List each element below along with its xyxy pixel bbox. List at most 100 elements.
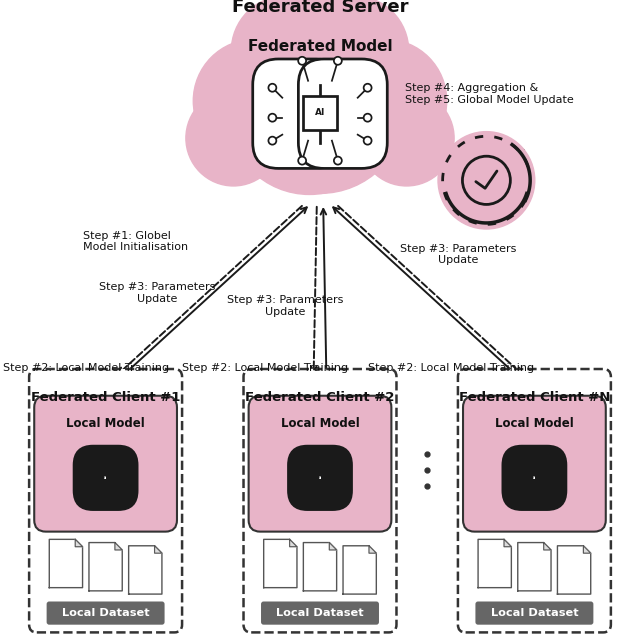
Circle shape xyxy=(127,475,132,480)
Text: Local Dataset: Local Dataset xyxy=(62,608,149,618)
FancyBboxPatch shape xyxy=(476,601,593,625)
Circle shape xyxy=(336,494,340,498)
Circle shape xyxy=(103,500,108,504)
Text: Step #2: Local Model Training: Step #2: Local Model Training xyxy=(3,363,170,374)
FancyBboxPatch shape xyxy=(74,446,138,510)
Polygon shape xyxy=(303,542,337,591)
Circle shape xyxy=(438,131,535,229)
Circle shape xyxy=(364,114,372,122)
Circle shape xyxy=(122,457,126,462)
Circle shape xyxy=(532,500,537,504)
FancyBboxPatch shape xyxy=(261,601,379,625)
Circle shape xyxy=(79,475,84,480)
Polygon shape xyxy=(115,542,122,550)
Circle shape xyxy=(300,457,304,462)
Circle shape xyxy=(268,137,276,145)
Circle shape xyxy=(227,29,392,194)
Text: Local Model: Local Model xyxy=(495,417,574,430)
Polygon shape xyxy=(544,542,551,550)
Polygon shape xyxy=(89,542,122,591)
Circle shape xyxy=(234,19,406,193)
Circle shape xyxy=(300,494,304,498)
Polygon shape xyxy=(290,540,297,547)
Text: Step #2: Local Model Training: Step #2: Local Model Training xyxy=(368,363,534,374)
Polygon shape xyxy=(330,542,337,550)
FancyBboxPatch shape xyxy=(298,59,387,169)
Circle shape xyxy=(334,57,342,65)
Polygon shape xyxy=(518,542,551,591)
Circle shape xyxy=(193,39,316,162)
Circle shape xyxy=(231,0,341,106)
Polygon shape xyxy=(557,546,591,594)
Circle shape xyxy=(186,90,281,186)
Text: Step #2: Local Model Training: Step #2: Local Model Training xyxy=(182,363,349,374)
Circle shape xyxy=(334,156,342,165)
Circle shape xyxy=(85,457,90,462)
Circle shape xyxy=(294,475,298,480)
Text: Step #3: Parameters
Update: Step #3: Parameters Update xyxy=(400,243,516,265)
Circle shape xyxy=(342,475,346,480)
Text: Local Dataset: Local Dataset xyxy=(276,608,364,618)
Polygon shape xyxy=(478,540,511,588)
Circle shape xyxy=(556,475,561,480)
Polygon shape xyxy=(369,546,376,553)
FancyBboxPatch shape xyxy=(303,95,337,130)
FancyBboxPatch shape xyxy=(463,395,606,532)
Polygon shape xyxy=(584,546,591,553)
Circle shape xyxy=(364,137,372,145)
Polygon shape xyxy=(264,540,297,588)
Circle shape xyxy=(268,114,276,122)
Text: Federated Model: Federated Model xyxy=(248,39,392,54)
Polygon shape xyxy=(504,540,511,547)
Text: Local Dataset: Local Dataset xyxy=(491,608,578,618)
Text: Step #1: Globel
Model Initialisation: Step #1: Globel Model Initialisation xyxy=(83,231,188,252)
Circle shape xyxy=(359,90,454,186)
Circle shape xyxy=(122,494,126,498)
FancyBboxPatch shape xyxy=(244,369,396,632)
Circle shape xyxy=(324,39,447,162)
FancyBboxPatch shape xyxy=(34,395,177,532)
FancyBboxPatch shape xyxy=(458,369,611,632)
Polygon shape xyxy=(129,546,162,594)
FancyBboxPatch shape xyxy=(29,369,182,632)
FancyBboxPatch shape xyxy=(288,446,352,510)
Circle shape xyxy=(268,84,276,91)
Polygon shape xyxy=(76,540,83,547)
Text: Step #4: Aggregation &
Step #5: Global Model Update: Step #4: Aggregation & Step #5: Global M… xyxy=(405,83,574,105)
Text: Local Model: Local Model xyxy=(280,417,360,430)
Text: Step #3: Parameters
Update: Step #3: Parameters Update xyxy=(227,295,343,317)
Circle shape xyxy=(550,494,555,498)
Circle shape xyxy=(298,156,306,165)
Circle shape xyxy=(85,494,90,498)
Text: AI: AI xyxy=(104,476,107,480)
FancyBboxPatch shape xyxy=(47,601,164,625)
Polygon shape xyxy=(155,546,162,553)
Circle shape xyxy=(364,84,372,91)
Circle shape xyxy=(508,475,513,480)
Circle shape xyxy=(299,0,409,106)
Text: Federated Client #2: Federated Client #2 xyxy=(245,391,395,404)
Circle shape xyxy=(514,457,518,462)
Polygon shape xyxy=(343,546,376,594)
FancyBboxPatch shape xyxy=(248,395,392,532)
Text: Federated Server: Federated Server xyxy=(232,0,408,17)
Circle shape xyxy=(514,494,518,498)
Text: AI: AI xyxy=(319,476,321,480)
Text: Federated Client #N: Federated Client #N xyxy=(459,391,610,404)
Circle shape xyxy=(317,451,323,456)
Text: Local Model: Local Model xyxy=(66,417,145,430)
Circle shape xyxy=(103,451,108,456)
Circle shape xyxy=(336,457,340,462)
Circle shape xyxy=(298,57,306,65)
Text: AI: AI xyxy=(533,476,536,480)
FancyBboxPatch shape xyxy=(502,446,566,510)
Circle shape xyxy=(550,457,555,462)
FancyBboxPatch shape xyxy=(253,59,342,169)
Polygon shape xyxy=(49,540,83,588)
Text: Step #3: Parameters
Update: Step #3: Parameters Update xyxy=(99,282,215,304)
Circle shape xyxy=(532,451,537,456)
Circle shape xyxy=(269,0,371,88)
Text: AI: AI xyxy=(315,108,325,117)
Text: Federated Client #1: Federated Client #1 xyxy=(31,391,180,404)
Circle shape xyxy=(317,500,323,504)
